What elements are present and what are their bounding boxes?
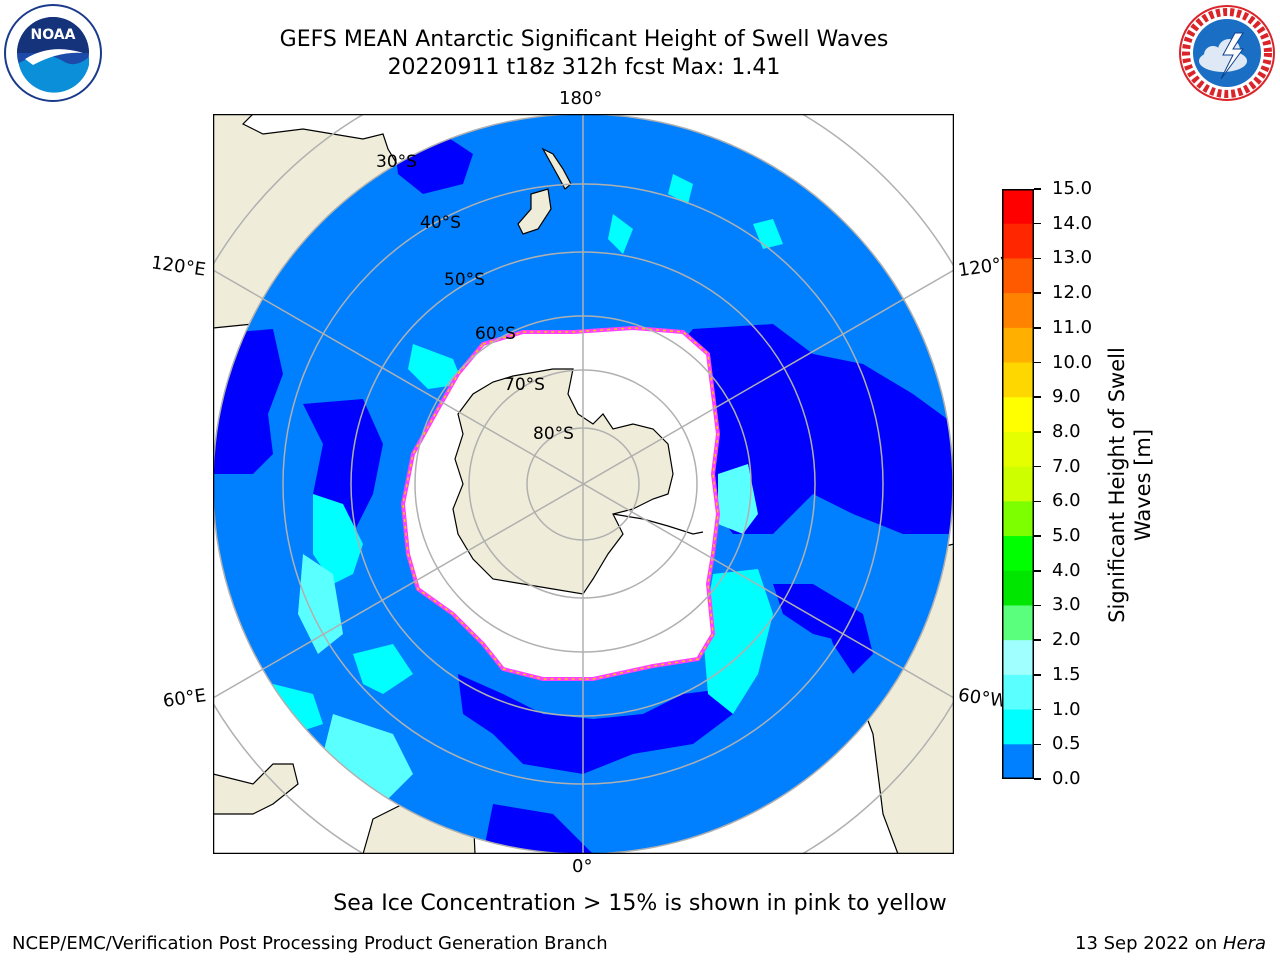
colorbar-band: [1002, 605, 1034, 641]
colorbar-tick: [1034, 465, 1041, 468]
colorbar-band: [1002, 744, 1034, 780]
map-border: [212, 113, 955, 855]
chart-title: GEFS MEAN Antarctic Significant Height o…: [279, 27, 889, 52]
colorbar-tick-label: 12.0: [1052, 282, 1093, 304]
colorbar-band: [1002, 501, 1034, 537]
colorbar-tick-label: 11.0: [1052, 316, 1093, 338]
colorbar-tick: [1034, 639, 1041, 641]
colorbar-tick-label: 13.0: [1052, 247, 1093, 269]
antarctica-land: [452, 368, 674, 595]
colorbar-tick: [1034, 674, 1041, 676]
colorbar-tick: [1034, 570, 1041, 572]
lat-label-40s: 40°S: [420, 213, 461, 233]
noaa-logo-text: NOAA: [31, 27, 76, 43]
colorbar-title-line2: Waves [m]: [1131, 428, 1155, 542]
lon-label-60e: 60°E: [161, 685, 208, 712]
colorbar-tick: [1034, 257, 1041, 260]
colorbar-band: [1002, 362, 1034, 398]
colorbar-tick: [1034, 292, 1041, 294]
sea-ice-note: Sea Ice Concentration > 15% is shown in …: [333, 891, 947, 916]
colorbar-tick: [1034, 743, 1041, 746]
colorbar: [1002, 189, 1034, 780]
colorbar-tick-label: 7.0: [1052, 455, 1081, 477]
colorbar-band: [1002, 536, 1034, 572]
colorbar-tick: [1034, 778, 1041, 780]
colorbar-tick: [1034, 535, 1041, 537]
chart-subtitle: 20220911 t18z 312h fcst Max: 1.41: [387, 55, 781, 80]
colorbar-tick-label: 1.0: [1052, 698, 1081, 720]
colorbar-band: [1002, 223, 1034, 259]
colorbar-tick-label: 0.5: [1052, 733, 1081, 755]
footer-date-text: 13 Sep 2022 on: [1075, 933, 1223, 954]
colorbar-tick-label: 15.0: [1052, 178, 1093, 199]
colorbar-band: [1002, 709, 1034, 745]
colorbar-band: [1002, 397, 1034, 433]
colorbar-tick: [1034, 431, 1041, 433]
colorbar-band: [1002, 258, 1034, 294]
colorbar-tick: [1034, 396, 1041, 398]
lat-label-50s: 50°S: [444, 270, 485, 290]
nws-logo: [1177, 3, 1277, 103]
lon-label-120e: 120°E: [149, 252, 207, 281]
colorbar-tick: [1034, 188, 1041, 190]
colorbar-band: [1002, 570, 1034, 606]
colorbar-band: [1002, 431, 1034, 468]
lat-label-70s: 70°S: [504, 375, 545, 395]
lat-label-60s: 60°S: [475, 324, 516, 344]
colorbar-tick-label: 14.0: [1052, 212, 1093, 234]
colorbar-band: [1002, 293, 1034, 329]
colorbar-tick: [1034, 361, 1041, 364]
polar-map: [212, 113, 955, 855]
lon-label-0: 0°: [572, 856, 593, 877]
colorbar-band: [1002, 189, 1034, 225]
colorbar-tick-label: 4.0: [1052, 559, 1081, 581]
footer-credit: NCEP/EMC/Verification Post Processing Pr…: [12, 933, 608, 954]
colorbar-tick-label: 8.0: [1052, 420, 1081, 442]
colorbar-tick: [1034, 708, 1041, 711]
colorbar-band: [1002, 640, 1034, 676]
colorbar-tick-label: 9.0: [1052, 386, 1081, 408]
lat-label-30s: 30°S: [376, 152, 417, 172]
footer-date: 13 Sep 2022 on Hera: [1075, 933, 1266, 954]
colorbar-tick: [1034, 222, 1041, 225]
colorbar-tick-label: 6.0: [1052, 490, 1081, 512]
colorbar-tick: [1034, 500, 1041, 503]
colorbar-band: [1002, 674, 1034, 711]
colorbar-tick-label: 1.5: [1052, 663, 1081, 685]
colorbar-tick: [1034, 327, 1041, 329]
madagascar-land: [213, 763, 299, 815]
colorbar-tick: [1034, 604, 1041, 607]
colorbar-tick-label: 10.0: [1052, 351, 1093, 373]
colorbar-tick-label: 3.0: [1052, 594, 1081, 616]
colorbar-title: Significant Height of Swell Waves [m]: [1104, 325, 1156, 645]
lat-label-80s: 80°S: [533, 424, 574, 444]
footer-host: Hera: [1222, 933, 1266, 954]
colorbar-title-line1: Significant Height of Swell: [1105, 347, 1129, 623]
colorbar-tick-label: 0.0: [1052, 768, 1081, 789]
lon-label-180: 180°: [559, 88, 603, 109]
colorbar-band: [1002, 466, 1034, 502]
noaa-logo: NOAA: [3, 3, 103, 103]
colorbar-tick-label: 5.0: [1052, 525, 1081, 547]
colorbar-tick-label: 2.0: [1052, 629, 1081, 651]
colorbar-band: [1002, 327, 1034, 364]
